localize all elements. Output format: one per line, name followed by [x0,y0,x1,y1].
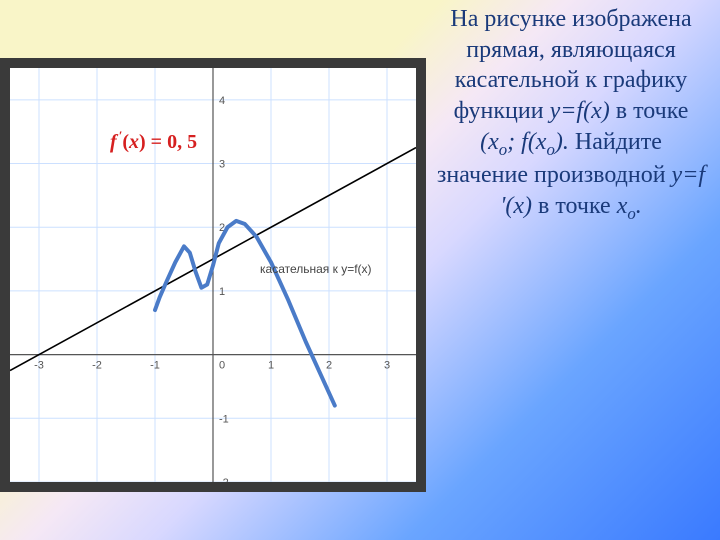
text: в точке [610,98,689,124]
function-curve [155,221,335,406]
svg-text:4: 4 [219,95,225,107]
svg-text:-3: -3 [34,360,44,372]
svg-text:2: 2 [326,360,332,372]
svg-text:-2: -2 [92,360,102,372]
svg-text:-1: -1 [219,413,229,425]
svg-text:0: 0 [219,360,225,372]
fn-yfx: y=f(x) [550,98,610,124]
text: в точке [532,193,617,219]
chart-plot: -3-2-10123-2-11234 касательная к y=f(x) … [10,68,416,482]
svg-text:3: 3 [219,159,225,171]
svg-text:-2: -2 [219,477,229,482]
x0: xо. [617,193,642,219]
svg-text:1: 1 [219,286,225,298]
problem-text: На рисунке изображена прямая, являющаяся… [436,4,706,224]
tangent-label: касательная к y=f(x) [260,262,372,276]
svg-text:1: 1 [268,360,274,372]
derivative-formula: f′(x) = 0, 5 [110,128,197,153]
point: (xо; f(xо). [480,129,569,155]
svg-text:-1: -1 [150,360,160,372]
svg-text:3: 3 [384,360,390,372]
chart-frame: -3-2-10123-2-11234 касательная к y=f(x) … [0,58,426,492]
